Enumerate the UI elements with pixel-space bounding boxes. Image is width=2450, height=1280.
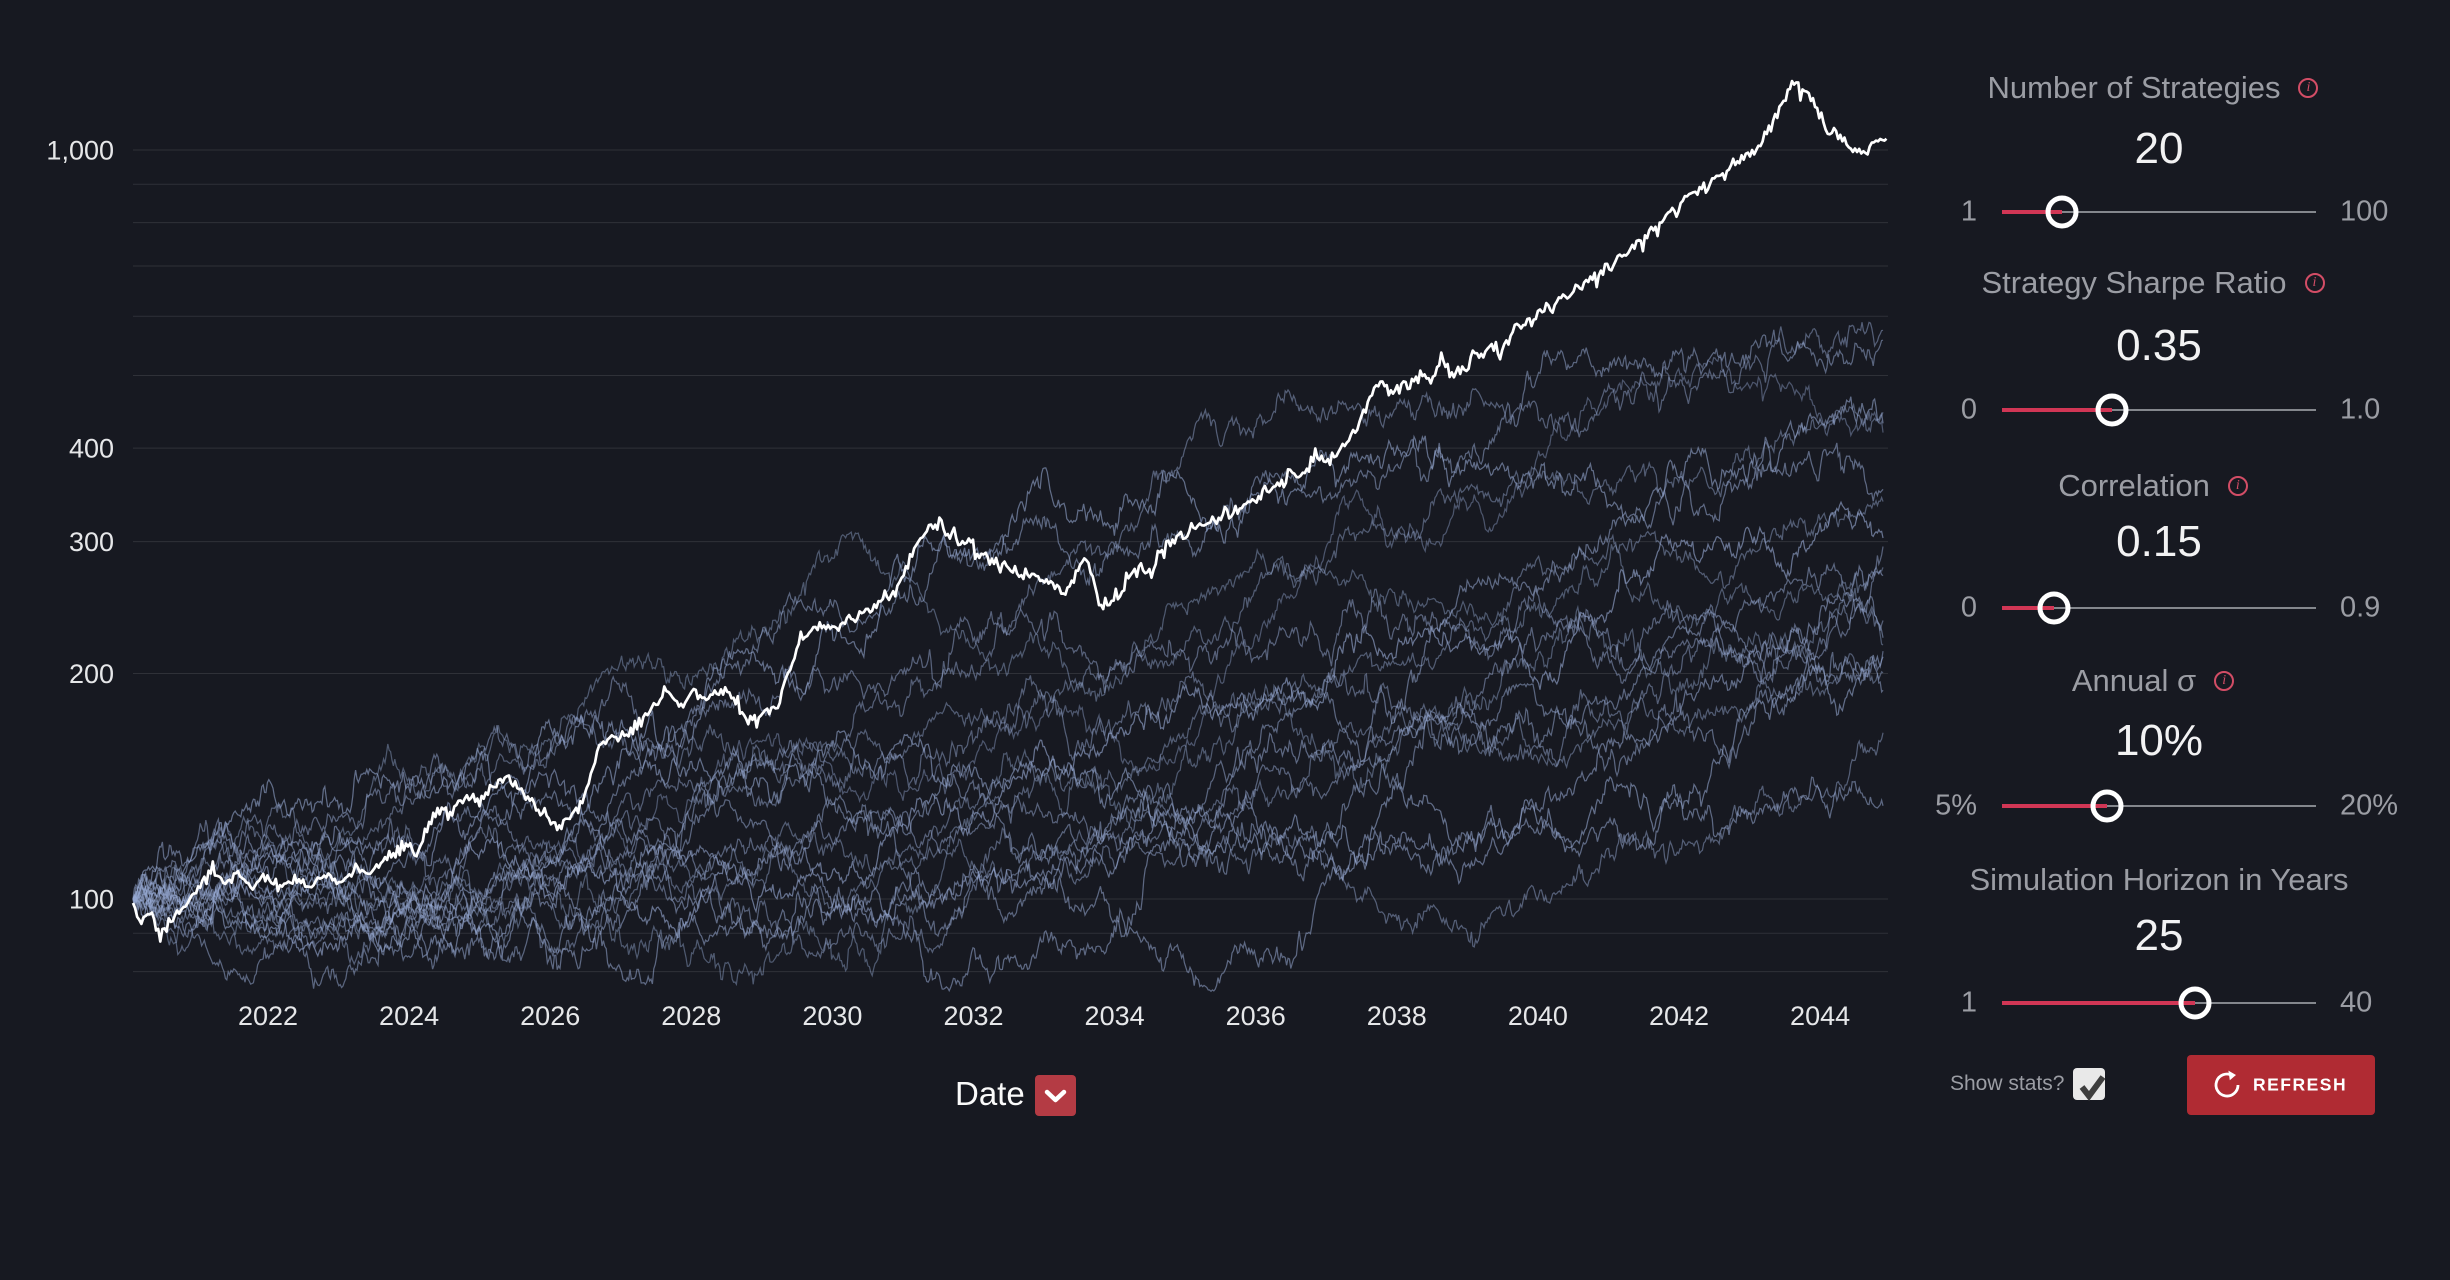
svg-text:2024: 2024 [379,1001,439,1031]
svg-text:2042: 2042 [1649,1001,1709,1031]
svg-text:2040: 2040 [1508,1001,1568,1031]
svg-text:200: 200 [69,659,114,689]
svg-text:300: 300 [69,527,114,557]
svg-text:100: 100 [69,885,114,915]
svg-text:2034: 2034 [1085,1001,1145,1031]
svg-text:2026: 2026 [520,1001,580,1031]
svg-text:2044: 2044 [1790,1001,1850,1031]
svg-text:1,000: 1,000 [46,136,114,166]
svg-text:2022: 2022 [238,1001,298,1031]
svg-text:2038: 2038 [1367,1001,1427,1031]
svg-text:400: 400 [69,434,114,464]
svg-text:2030: 2030 [802,1001,862,1031]
svg-text:2028: 2028 [661,1001,721,1031]
svg-text:2032: 2032 [943,1001,1003,1031]
svg-text:2036: 2036 [1226,1001,1286,1031]
